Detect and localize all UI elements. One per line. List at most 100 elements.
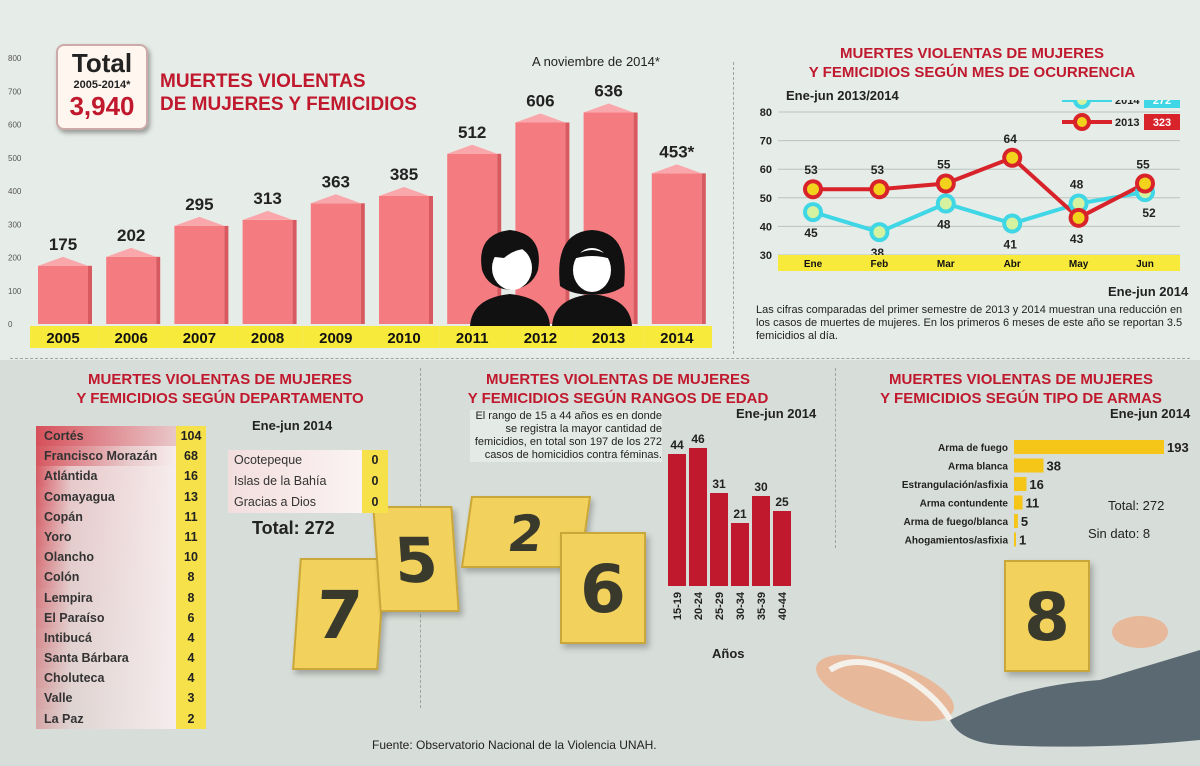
department-value: 3 xyxy=(176,688,206,709)
series-point-inner xyxy=(807,183,819,196)
bar-value-label: 31 xyxy=(712,477,726,491)
category-label: 2014 xyxy=(660,330,694,347)
department-name: Olancho xyxy=(36,547,176,568)
series-point-inner xyxy=(1006,151,1019,164)
silhouette-bangs xyxy=(486,243,534,258)
department-value: 11 xyxy=(176,506,206,527)
bar xyxy=(38,265,88,324)
department-zero-row: Islas de la Bahía 0 xyxy=(228,471,388,492)
main-title-line1: MUERTES VIOLENTAS xyxy=(160,71,366,92)
y-tick-label: 300 xyxy=(8,220,22,229)
bar-value-label: 21 xyxy=(733,507,747,521)
department-name: Cortés xyxy=(36,426,176,447)
department-value: 0 xyxy=(362,492,388,513)
bar-value-label: 44 xyxy=(670,438,684,452)
monthly-period-note: Ene-jun 2014 xyxy=(1108,284,1189,299)
bar-top xyxy=(174,216,225,226)
age-title: MUERTES VIOLENTAS DE MUJERES Y FEMICIDIO… xyxy=(448,370,788,408)
date-note: A noviembre de 2014* xyxy=(532,54,660,69)
weapons-title: MUERTES VIOLENTAS DE MUJERES Y FEMICIDIO… xyxy=(846,370,1196,408)
department-value: 11 xyxy=(176,526,206,548)
department-value: 13 xyxy=(176,486,206,507)
category-background xyxy=(575,326,644,348)
legend-label: 2013 xyxy=(1115,117,1139,129)
evidence-marker: 7 xyxy=(292,558,386,670)
age-bar-chart: 44 46 31 21 30 25 15-19 20-24 25-29 30-34 35-39 40… xyxy=(668,432,791,620)
category-label: 20-24 xyxy=(693,591,705,620)
monthly-subtitle: Ene-jun 2013/2014 xyxy=(786,88,899,103)
department-value: 4 xyxy=(176,668,206,689)
monthly-title-line1: MUERTES VIOLENTAS DE MUJERES xyxy=(840,45,1104,62)
age-description: El rango de 15 a 44 años es en donde se … xyxy=(470,410,662,462)
department-title-line1: MUERTES VIOLENTAS DE MUJERES xyxy=(88,371,352,388)
weapons-title-line2: Y FEMICIDIOS SEGÚN TIPO DE ARMAS xyxy=(880,390,1162,407)
department-name: Valle xyxy=(36,688,176,709)
department-title: MUERTES VIOLENTAS DE MUJERES Y FEMICIDIO… xyxy=(40,370,400,408)
bar-value-label: 193 xyxy=(1167,440,1189,455)
department-name: Gracias a Dios xyxy=(228,492,362,513)
department-title-line2: Y FEMICIDIOS SEGÚN DEPARTAMENTO xyxy=(76,390,364,407)
bar xyxy=(1014,458,1044,473)
bar xyxy=(242,219,293,324)
department-name: El Paraíso xyxy=(36,607,176,628)
category-label: Ahogamientos/asfixia xyxy=(905,536,1009,547)
department-value: 0 xyxy=(362,471,388,492)
y-tick-label: 800 xyxy=(8,54,22,63)
point-value-label: 55 xyxy=(937,158,951,172)
category-label: 2007 xyxy=(183,330,216,347)
silhouette-body xyxy=(552,294,632,326)
category-label: 25-29 xyxy=(714,592,726,620)
series-point-inner xyxy=(807,206,819,219)
bar xyxy=(689,448,707,586)
legend-marker-inner xyxy=(1077,100,1087,105)
department-value: 6 xyxy=(176,607,206,628)
leg-shape xyxy=(950,650,1200,747)
series-point-inner xyxy=(1139,177,1151,190)
department-name: Lempira xyxy=(36,587,176,608)
category-background xyxy=(166,326,235,348)
source-note: Fuente: Observatorio Nacional de la Viol… xyxy=(372,738,657,752)
category-label: 30-34 xyxy=(735,591,747,620)
department-name: La Paz xyxy=(36,708,176,729)
category-label: May xyxy=(1069,259,1089,270)
total-box: Total 2005-2014* 3,940 xyxy=(56,44,148,130)
series-point-inner xyxy=(1006,217,1019,230)
y-tick-label: 60 xyxy=(760,164,772,176)
category-label: 2009 xyxy=(319,330,352,347)
category-label: 2006 xyxy=(115,330,148,347)
bar xyxy=(731,523,749,586)
department-value: 0 xyxy=(362,450,388,471)
legend-total-badge xyxy=(1144,114,1180,130)
bar-top xyxy=(515,113,566,123)
bar xyxy=(310,203,361,324)
evidence-marker: 8 xyxy=(1004,560,1090,672)
bar-value-label: 38 xyxy=(1047,459,1061,474)
weapons-title-line1: MUERTES VIOLENTAS DE MUJERES xyxy=(889,371,1153,388)
bar-top xyxy=(242,210,293,220)
department-name: Intibucá xyxy=(36,627,176,649)
body-illustration xyxy=(816,616,1200,747)
woman-silhouette xyxy=(552,230,632,326)
bar-value-label: 175 xyxy=(49,235,77,254)
department-name: Santa Bárbara xyxy=(36,648,176,669)
point-value-label: 41 xyxy=(1004,238,1018,252)
y-tick-label: 600 xyxy=(8,121,22,130)
bar-value-label: 313 xyxy=(253,189,281,208)
department-total: Total: 272 xyxy=(252,518,335,538)
bar xyxy=(515,122,566,324)
department-zero-row: Gracias a Dios 0 xyxy=(228,492,388,513)
age-title-line2: Y FEMICIDIOS SEGÚN RANGOS DE EDAD xyxy=(467,390,769,407)
department-row: Santa Bárbara 4 xyxy=(36,648,206,669)
department-period: Ene-jun 2014 xyxy=(252,418,333,433)
department-row: La Paz 2 xyxy=(36,708,206,729)
bar-value-label: 453* xyxy=(659,142,694,161)
bar-value-label: 30 xyxy=(754,480,768,494)
bar xyxy=(1014,440,1164,454)
bar-value-label: 5 xyxy=(1021,514,1028,529)
y-tick-label: 70 xyxy=(760,136,772,148)
bar-side xyxy=(360,203,365,324)
bar-top xyxy=(310,194,361,204)
bar-value-label: 202 xyxy=(117,226,145,245)
category-label: Abr xyxy=(1004,259,1021,270)
department-name: Copán xyxy=(36,506,176,527)
